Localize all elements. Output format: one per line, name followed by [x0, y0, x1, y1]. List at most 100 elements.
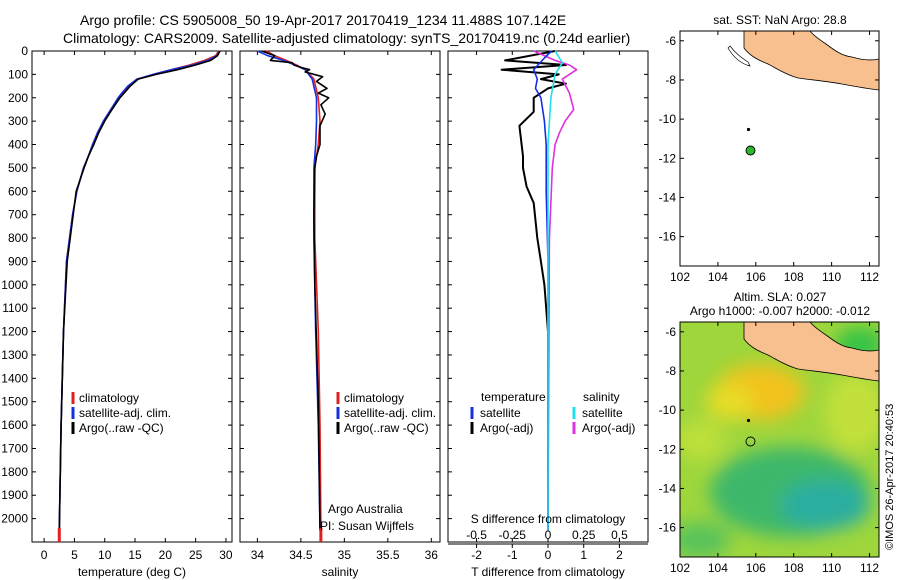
x-tick-label: 0 [41, 548, 48, 562]
x2-tick-label: 0 [545, 528, 552, 542]
legend-label: Argo(-adj) [582, 421, 635, 435]
x-tick-label: 5 [71, 548, 78, 562]
depth-tick-label: 900 [8, 254, 28, 268]
sla-cool-core [780, 480, 870, 530]
depth-tick-label: 1000 [1, 278, 28, 292]
depth-tick-label: 1200 [1, 325, 28, 339]
depth-tick-label: 1400 [1, 371, 28, 385]
depth-tick-label: 1900 [1, 488, 28, 502]
x-tick-label: 20 [159, 548, 173, 562]
credit-text: ©IMOS 26-Apr-2017 20:40:53 [884, 404, 896, 550]
x-tick-label: 2 [616, 548, 623, 562]
x-tick-label: 30 [219, 548, 233, 562]
depth-tick-label: 1600 [1, 418, 28, 432]
title-line2: Climatology: CARS2009. Satellite-adjuste… [63, 30, 630, 46]
difference-series [500, 50, 578, 531]
lon-tick-label: 112 [860, 270, 879, 284]
lon-tick-label: 112 [860, 561, 879, 575]
depth-tick-label: 300 [8, 114, 28, 128]
temperature-x-axis: 0 5 10 15 20 25 30 [41, 51, 233, 562]
satellite-adj-clim-line [58, 50, 221, 531]
x2-tick-label: 0.25 [572, 528, 596, 542]
climatology-line [265, 50, 322, 531]
legend-label: satellite-adj. clim. [79, 406, 171, 420]
sla-map-panel: Altim. SLA: 0.027 Argo h1000: -0.007 h20… [659, 290, 880, 575]
salinity-series [257, 50, 330, 542]
lat-tick-label: -6 [665, 34, 676, 48]
sst-small-island [746, 127, 751, 132]
salinity-axes-frame [239, 50, 441, 543]
lon-tick-label: 102 [670, 270, 690, 284]
difference-x2label: S difference from climatology [471, 512, 626, 526]
legend-label: satellite-adj. clim. [344, 406, 436, 420]
sla-float-marker [745, 436, 756, 447]
depth-tick-label: 1800 [1, 465, 28, 479]
depth-tick-label: 600 [8, 184, 28, 198]
x2-tick-label: -0.5 [466, 528, 487, 542]
depth-tick-label: 500 [8, 161, 28, 175]
salinity-y-ticks [240, 50, 440, 520]
salinity-x-axis: 34 34.5 35 35.5 36 [251, 51, 438, 562]
x-tick-label: -1 [507, 548, 518, 562]
x-tick-label: -2 [471, 548, 482, 562]
difference-t-axis: -2 -1 0 1 2 [471, 51, 623, 562]
depth-tick-label: 1700 [1, 441, 28, 455]
sla-heatmap [680, 322, 879, 557]
lon-tick-label: 108 [784, 561, 804, 575]
lat-tick-label: -16 [659, 521, 677, 535]
depth-tick-label: 200 [8, 91, 28, 105]
climatology-line [58, 50, 220, 531]
difference-y-ticks [448, 50, 648, 520]
lon-tick-label: 102 [670, 561, 690, 575]
x2-tick-label: -0.25 [499, 528, 527, 542]
legend-label: Argo(..raw -QC) [79, 421, 164, 435]
difference-legend: temperature salinitysatelliteArgo(-adj)sa… [470, 390, 635, 435]
sla-map-title-2: Argo h1000: -0.007 h2000: -0.012 [690, 304, 870, 318]
sla-small-island [746, 418, 751, 423]
sst-map-panel: sat. SST: NaN Argo: 28.8 -6 -8 -10 -12 -14 -1… [659, 13, 880, 284]
lat-tick-label: -8 [665, 73, 676, 87]
sla-warm-anomaly-west [706, 384, 754, 420]
lon-tick-label: 104 [708, 270, 728, 284]
lon-tick-label: 108 [784, 270, 804, 284]
lon-tick-label: 104 [708, 561, 728, 575]
temperature-panel: 0100200300400500600700800900100011001200… [1, 44, 233, 579]
depth-tick-label: 700 [8, 208, 28, 222]
legend-label: satellite [480, 406, 521, 420]
depth-tick-label: 1500 [1, 395, 28, 409]
x-tick-label: 34.5 [289, 548, 313, 562]
sst-map-title: sat. SST: NaN Argo: 28.8 [713, 13, 847, 27]
lon-tick-label: 106 [746, 270, 766, 284]
sst-lon-axis: 102 104 106 108 110 112 [670, 31, 879, 284]
sla-southwest-anomaly [680, 522, 730, 557]
lat-tick-label: -14 [659, 481, 677, 495]
x2-tick-label: 0.5 [611, 528, 628, 542]
x-tick-label: 34 [251, 548, 265, 562]
sla-land-java [743, 322, 879, 382]
difference-panel: -2 -1 0 1 2 -0.5 -0.25 0 0.25 0.5 temperature sal… [447, 50, 649, 579]
x-tick-label: 35 [338, 548, 352, 562]
sla-east-anomaly [825, 372, 879, 452]
depth-tick-label: 1300 [1, 348, 28, 362]
salinity-annotation-2: PI: Susan Wijffels [320, 519, 414, 533]
lat-tick-label: -12 [659, 442, 677, 456]
sla-west-anomaly [680, 420, 725, 460]
temperature-series [57, 50, 221, 542]
s-satellite-line [547, 50, 564, 531]
sst-float-marker [745, 145, 756, 156]
sst-coast-detail [727, 45, 751, 67]
depth-tick-label: 1100 [2, 301, 28, 315]
legend-label: climatology [344, 391, 404, 405]
t-argo-line [500, 50, 567, 531]
lat-tick-label: -16 [659, 230, 677, 244]
depth-tick-label: 100 [8, 67, 28, 81]
difference-xlabel: T difference from climatology [471, 565, 625, 579]
temperature-axes-frame [31, 50, 233, 543]
lat-tick-label: -6 [665, 325, 676, 339]
s-argo-line [533, 50, 578, 531]
x-tick-label: 25 [189, 548, 203, 562]
satellite-adj-clim-line [257, 50, 321, 531]
salinity-panel: 34 34.5 35 35.5 36 climatologysatellite-adj.… [239, 50, 441, 579]
